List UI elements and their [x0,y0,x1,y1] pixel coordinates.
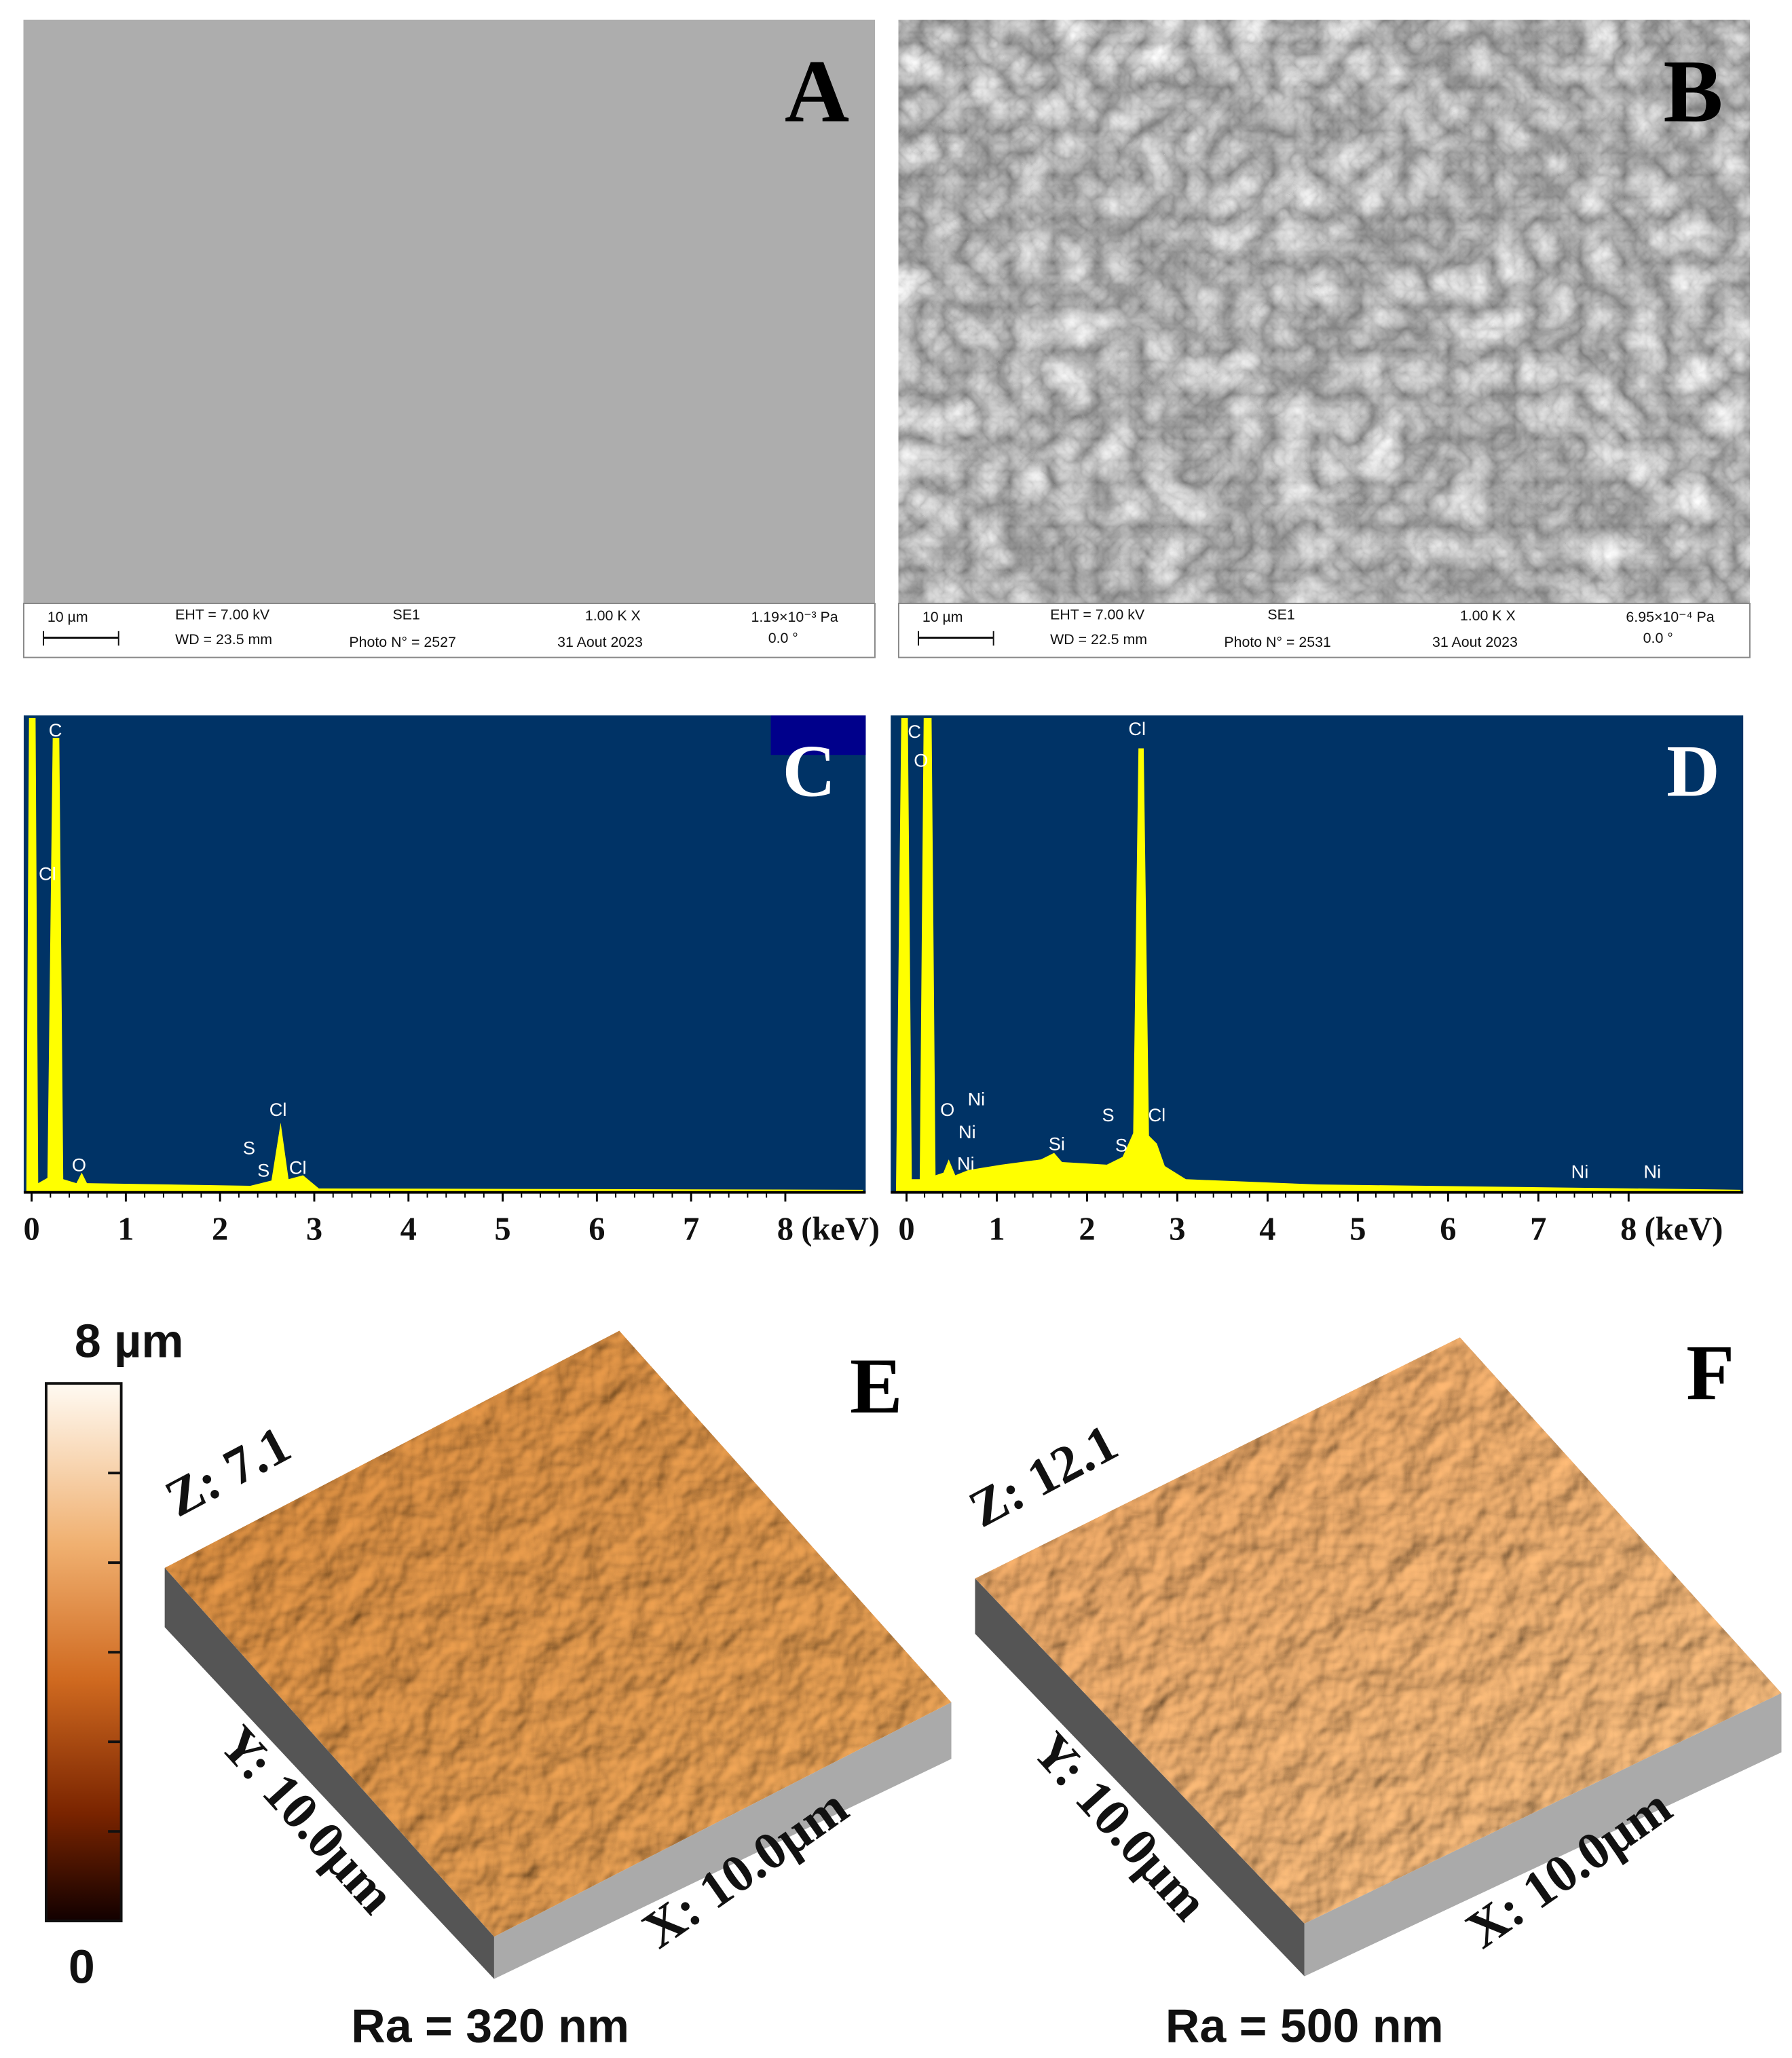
x-tick-label: 8 [1620,1212,1637,1248]
info-text: WD = 23.5 mm [175,631,272,648]
axis-unit: (keV) [801,1212,880,1248]
x-tick-label: 1 [117,1212,134,1248]
peak-label: O [940,1099,954,1120]
colorbar: 8 µm 0 [45,1314,184,1993]
info-text: SE1 [392,606,419,622]
panel-label: E [850,1343,903,1430]
info-text: 31 Aout 2023 [1432,634,1518,650]
x-tick-label: 3 [306,1212,322,1248]
x-tick-label: 5 [494,1212,510,1248]
peak-label: Ni [1643,1161,1661,1182]
afm-panel-f: F Z: 12.1 Y: 10.0µm X: 10.0µm Ra = 500 n… [960,1329,1782,2053]
peak-label: Cl [39,863,56,884]
peak-label: Ni [957,1153,975,1174]
x-tick-label: 6 [589,1212,605,1248]
axis-unit: (keV) [1645,1212,1723,1248]
spectrum-background [23,715,866,1193]
peak-label: Cl [1128,718,1146,739]
scale-bar-label: 10 µm [48,609,88,625]
peak-label: Cl [1149,1104,1166,1125]
info-bar [897,603,1751,658]
peak-label: O [72,1155,86,1176]
info-bar [22,603,876,658]
corner-box [770,715,866,755]
panel-label: A [785,41,849,141]
info-text: 6.95×10⁻⁴ Pa [1626,609,1714,625]
block-side [1304,1693,1782,1977]
sem-image [23,20,875,604]
info-text: WD = 22.5 mm [1050,631,1147,648]
info-text: 1.19×10⁻³ Pa [751,609,838,625]
afm-panel-e: E Z: 7.1 Y: 10.0µm X: 10.0µm Ra = 320 nm [156,1330,952,2053]
x-tick-label: 4 [1259,1212,1275,1248]
peak-label: C [49,719,62,741]
peak-label: Cl [269,1099,287,1120]
peak-label: C [908,721,921,742]
peak-label: Ni [1571,1161,1589,1182]
peak-label: Ni [958,1121,976,1142]
panel-label: D [1666,730,1720,812]
peak-label: S [1102,1104,1114,1125]
x-tick-label: 7 [1530,1212,1546,1248]
x-tick-label: 6 [1440,1212,1456,1248]
scale-bar-label: 10 µm [922,609,963,625]
colorbar-max: 8 µm [75,1314,184,1367]
peak-label: Cl [289,1157,307,1178]
info-text: 31 Aout 2023 [557,634,643,650]
info-text: Photo N° = 2531 [1224,634,1330,650]
info-text: 1.00 K X [1460,607,1516,624]
sem-panel-b: B [897,20,1751,658]
info-text: SE1 [1267,606,1294,622]
x-tick-label: 0 [23,1212,39,1248]
peak-label: Ni [968,1089,986,1110]
info-text: 1.00 K X [585,607,641,624]
spectrum-background [891,715,1744,1193]
x-tick-label: 1 [988,1212,1005,1248]
x-tick-label: 2 [1079,1212,1095,1248]
block-side [975,1578,1305,1977]
peak-label: S [257,1159,269,1180]
roughness: Ra = 320 nm [351,2000,629,2053]
surface [975,1337,1782,1924]
block-side [164,1567,494,1979]
peak-label: Si [1049,1134,1065,1155]
info-text: 0.0 ° [1643,630,1673,646]
surface [164,1330,952,1937]
x-tick-label: 7 [683,1212,699,1248]
colorbar-min: 0 [69,1940,95,1993]
x-tick-label: 2 [212,1212,228,1248]
roughness: Ra = 500 nm [1165,2000,1444,2053]
x-tick-label: 8 [777,1212,794,1248]
block-side [493,1702,952,1979]
peak-label: S [243,1137,255,1158]
info-text: EHT = 7.00 kV [1050,606,1145,622]
eds-panel-d: D [891,715,1744,1194]
peak-label: S [1115,1135,1127,1156]
panel-label: C [783,730,836,812]
info-text: 0.0 ° [768,630,798,646]
x-tick-label: 4 [400,1212,417,1248]
peak-label: O [914,750,928,771]
x-tick-label: 5 [1349,1212,1366,1248]
panel-label: F [1686,1329,1734,1417]
info-text: Photo N° = 2527 [349,634,455,650]
sem-image [898,20,1750,604]
info-text: EHT = 7.00 kV [175,606,270,622]
sem-panel-a: A [22,20,876,658]
x-tick-label: 3 [1169,1212,1185,1248]
eds-panel-c: C [23,715,866,1194]
panel-label: B [1663,41,1723,141]
x-tick-label: 0 [898,1212,914,1248]
